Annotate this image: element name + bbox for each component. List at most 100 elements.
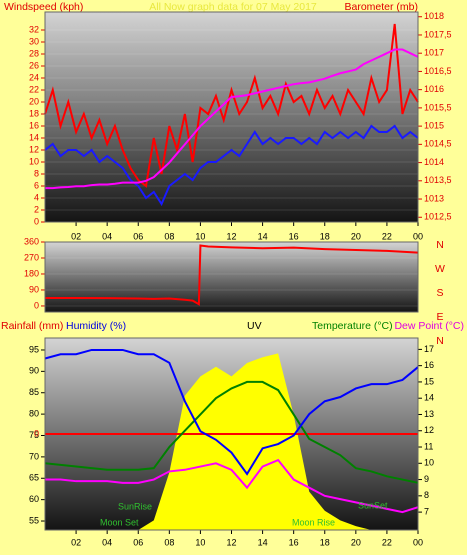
tick-label: 1014 (424, 157, 444, 167)
x-tick-label: 14 (258, 537, 268, 547)
plot-frame (44, 11, 419, 223)
x-tick-label: 08 (164, 231, 174, 241)
x-tick-label: 06 (133, 537, 143, 547)
tick-label: 12 (29, 144, 39, 154)
x-tick-label: 18 (320, 231, 330, 241)
tick-label: 14 (424, 393, 434, 403)
tick-label: 20 (29, 96, 39, 106)
tick-label: 1018 (424, 11, 444, 21)
line (45, 48, 419, 190)
tick-label: 7 (424, 506, 429, 516)
compass-label: N (436, 335, 444, 347)
tick-label: 85 (29, 387, 39, 397)
x-tick-label: 04 (102, 537, 112, 547)
x-tick-label: 00 (413, 537, 423, 547)
x-tick-label: 22 (382, 231, 392, 241)
tick-label: 10 (29, 156, 39, 166)
area (45, 353, 418, 530)
x-tick-label: 18 (320, 537, 330, 547)
plot-frame (44, 337, 419, 531)
tick-label: 12 (424, 425, 434, 435)
tick-label: 26 (29, 60, 39, 70)
y2-axis-label: Barometer (mb) (344, 1, 418, 13)
tick-label: 16 (29, 120, 39, 130)
x-tick-label: 14 (258, 231, 268, 241)
tick-label: 75 (29, 430, 39, 440)
tick-label: 1014,5 (424, 139, 452, 149)
annotation: SunSet (358, 500, 388, 510)
line (44, 348, 419, 476)
plot-background (45, 242, 418, 312)
tick-label: 360 (24, 236, 39, 246)
tick-label: 13 (424, 409, 434, 419)
tick-label: 6 (34, 180, 39, 190)
tick-label: 32 (29, 24, 39, 34)
x-tick-label: 10 (195, 537, 205, 547)
tick-label: 9 (424, 474, 429, 484)
tick-label: 1012,5 (424, 212, 452, 222)
tick-label: 24 (29, 72, 39, 82)
compass-label: E (436, 311, 443, 323)
x-tick-label: 20 (351, 537, 361, 547)
tick-label: 11 (424, 441, 433, 451)
x-tick-label: 16 (289, 537, 299, 547)
chart-title: All Now graph data for 07 May 2017 (149, 1, 317, 13)
tick-label: 180 (24, 268, 39, 278)
tick-label: 18 (29, 108, 39, 118)
tick-label: 80 (29, 408, 39, 418)
tick-label: 14 (29, 132, 39, 142)
tick-label: 95 (29, 344, 39, 354)
plot-background (45, 12, 418, 222)
x-tick-label: 12 (226, 537, 236, 547)
compass-label: N (436, 239, 444, 251)
tick-label: 65 (29, 473, 39, 483)
tick-label: 1016,5 (424, 66, 452, 76)
tick-label: 28 (29, 48, 39, 58)
x-tick-label: 00 (413, 231, 423, 241)
x-tick-label: 22 (382, 537, 392, 547)
line (44, 124, 419, 207)
rainfall-label: Rainfall (mm) (1, 320, 63, 332)
tick-label: 60 (29, 494, 39, 504)
tick-label: 90 (29, 366, 39, 376)
x-tick-label: 06 (133, 231, 143, 241)
uv-label: UV (247, 320, 262, 332)
line (44, 23, 419, 188)
tick-label: 10 (424, 458, 434, 468)
tick-label: 22 (29, 84, 39, 94)
x-tick-label: 20 (351, 231, 361, 241)
tick-label: 17 (424, 344, 434, 354)
x-tick-label: 12 (226, 231, 236, 241)
tick-label: 16 (424, 360, 434, 370)
compass-label: W (435, 263, 445, 275)
x-tick-label: 02 (71, 231, 81, 241)
tick-label: 1015 (424, 120, 444, 130)
tick-label: 270 (24, 252, 39, 262)
dew-point-label: Dew Point (°C) (394, 320, 464, 332)
line (45, 244, 419, 306)
tick-label: 8 (424, 490, 429, 500)
annotation: Moon Rise (292, 517, 335, 527)
temperature-label: Temperature (°C) (312, 320, 393, 332)
rain-tick-label: 0 (34, 428, 39, 438)
tick-label: 1013,5 (424, 175, 452, 185)
tick-label: 4 (34, 192, 39, 202)
tick-label: 1015,5 (424, 102, 452, 112)
x-tick-label: 08 (164, 537, 174, 547)
humidity-label: Humidity (%) (66, 320, 126, 332)
x-tick-label: 10 (195, 231, 205, 241)
tick-label: 1017,5 (424, 29, 452, 39)
x-tick-label: 02 (71, 537, 81, 547)
tick-label: 1016 (424, 84, 444, 94)
tick-label: 90 (29, 284, 39, 294)
line (44, 380, 419, 484)
tick-label: 1017 (424, 48, 444, 58)
tick-label: 0 (34, 300, 39, 310)
line (45, 458, 419, 514)
compass-label: S (436, 287, 443, 299)
tick-label: 0 (34, 216, 39, 226)
annotation: Moon Set (100, 517, 139, 527)
tick-label: 1013 (424, 193, 444, 203)
tick-label: 2 (34, 204, 39, 214)
